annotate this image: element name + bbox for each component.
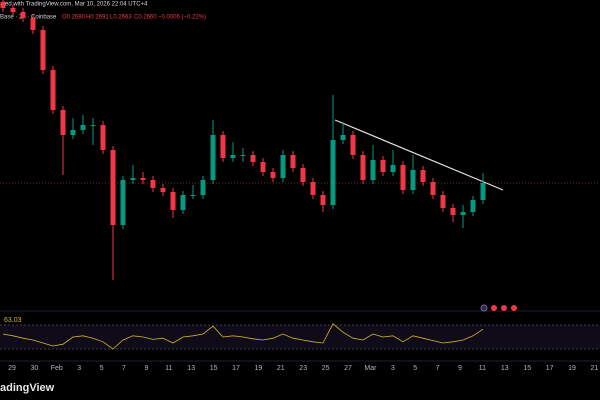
candle-body bbox=[360, 155, 366, 180]
candle-body bbox=[100, 125, 106, 150]
candle-body bbox=[130, 178, 136, 180]
x-tick-label: 9 bbox=[458, 365, 462, 372]
candle-body bbox=[330, 140, 336, 205]
x-tick-label: Mar bbox=[364, 365, 377, 372]
candle-body bbox=[180, 195, 186, 210]
candle-body bbox=[30, 18, 36, 30]
candle-body bbox=[280, 155, 286, 178]
x-tick-label: 19 bbox=[568, 365, 576, 372]
candle-body bbox=[440, 195, 446, 208]
x-tick-label: 15 bbox=[210, 365, 218, 372]
candle-body bbox=[20, 12, 26, 18]
x-tick-label: 11 bbox=[479, 365, 486, 372]
candle-body bbox=[120, 180, 126, 225]
candle-body bbox=[460, 212, 466, 215]
candle-body bbox=[240, 155, 246, 156]
candle-body bbox=[260, 162, 266, 172]
candle-body bbox=[410, 170, 416, 190]
candle-body bbox=[420, 170, 426, 182]
candle-body bbox=[60, 110, 66, 135]
x-tick-label: 9 bbox=[144, 365, 148, 372]
candle-body bbox=[190, 195, 196, 196]
candle-body bbox=[200, 180, 206, 195]
x-tick-label: 13 bbox=[187, 365, 195, 372]
symbol: Base · 2h · Coinbase bbox=[0, 15, 57, 21]
ohlc-value: −0.0006 (−0.22%) bbox=[158, 15, 206, 21]
candle-body bbox=[370, 160, 376, 180]
candle-body bbox=[150, 180, 156, 188]
rsi-line bbox=[2, 323, 484, 350]
candle-body bbox=[250, 155, 256, 162]
x-tick-label: 30 bbox=[31, 365, 39, 372]
candle-body bbox=[480, 183, 486, 200]
x-tick-label: Feb bbox=[51, 365, 63, 372]
candle-body bbox=[470, 200, 476, 212]
trend-line bbox=[334, 119, 504, 191]
x-tick-label: 29 bbox=[8, 365, 16, 372]
ohlc-value: O0.2680 bbox=[62, 15, 86, 21]
candle-body bbox=[320, 195, 326, 205]
x-tick-label: 5 bbox=[413, 365, 417, 372]
candle-body bbox=[430, 182, 436, 195]
x-tick-label: 17 bbox=[232, 365, 240, 372]
candle-body bbox=[400, 165, 406, 190]
candle-body bbox=[220, 135, 226, 158]
rsi-value: 63.03 bbox=[4, 317, 22, 324]
candle-body bbox=[140, 178, 146, 180]
candle-body bbox=[350, 135, 356, 155]
watermark: adingView bbox=[0, 382, 55, 394]
ohlc-value: C0.2660 bbox=[134, 15, 157, 21]
x-tick-label: 3 bbox=[77, 365, 81, 372]
candle-body bbox=[10, 8, 16, 12]
x-tick-label: 5 bbox=[100, 365, 104, 372]
candle-body bbox=[290, 155, 296, 168]
ohlc-value: H0.2691 bbox=[86, 15, 109, 21]
candle-body bbox=[160, 188, 166, 192]
candle-body bbox=[90, 125, 96, 126]
candle-body bbox=[310, 182, 316, 195]
candle-body bbox=[390, 165, 396, 172]
candle-body bbox=[0, 1, 6, 8]
x-tick-label: 17 bbox=[546, 365, 554, 372]
candle-body bbox=[70, 130, 76, 135]
rsi-panel bbox=[0, 313, 600, 360]
ohlc-value: L0.2663 bbox=[110, 15, 132, 21]
x-tick-label: 27 bbox=[344, 365, 352, 372]
candle-body bbox=[40, 30, 46, 70]
x-tick-label: 7 bbox=[436, 365, 440, 372]
x-tick-label: 25 bbox=[322, 365, 330, 372]
candle-body bbox=[110, 150, 116, 225]
candle-body bbox=[270, 172, 276, 178]
candle-body bbox=[210, 135, 216, 180]
x-tick-label: 19 bbox=[255, 365, 263, 372]
x-tick-label: 15 bbox=[523, 365, 531, 372]
candle-body bbox=[380, 160, 386, 172]
candle-body bbox=[340, 135, 346, 140]
candle-body bbox=[450, 208, 456, 215]
x-tick-label: 3 bbox=[391, 365, 395, 372]
candle-body bbox=[170, 192, 176, 210]
candle-body bbox=[80, 125, 86, 130]
header: ated with TradingView.com, Mar 10, 2026 … bbox=[0, 2, 148, 8]
rsi-band bbox=[0, 325, 600, 349]
candle-body bbox=[230, 155, 236, 158]
x-tick-label: 23 bbox=[299, 365, 307, 372]
candle-body bbox=[50, 70, 56, 110]
x-tick-label: 11 bbox=[165, 365, 172, 372]
x-tick-label: 21 bbox=[591, 365, 599, 372]
candle-body bbox=[300, 168, 306, 182]
x-tick-label: 21 bbox=[277, 365, 285, 372]
x-tick-label: 13 bbox=[501, 365, 509, 372]
indicator-icons bbox=[480, 304, 517, 312]
x-tick-label: 7 bbox=[122, 365, 126, 372]
